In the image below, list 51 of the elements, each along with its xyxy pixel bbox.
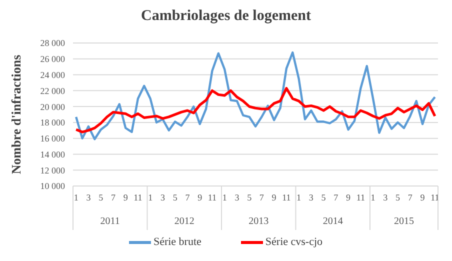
line-series: [74, 86, 436, 134]
x-tick-label: 11: [282, 192, 291, 202]
x-tick-label: 5: [247, 192, 252, 202]
y-tick-label: 24 000: [40, 70, 66, 80]
x-tick-label: 3: [86, 192, 92, 202]
x-tick-label: 11: [356, 192, 366, 202]
y-tick-label: 16 000: [40, 134, 66, 144]
legend-label: Série cvs-cjo: [264, 236, 323, 248]
x-tick-label: 9: [123, 192, 128, 202]
y-tick-label: 12 000: [40, 165, 66, 176]
x-tick-label: 7: [334, 192, 339, 202]
line-series: [74, 51, 436, 140]
x-tick-label: 3: [308, 192, 314, 202]
y-tick-label: 28 000: [40, 38, 66, 48]
text: 2012: [173, 216, 196, 227]
y-tick-label: 20 000: [40, 102, 66, 112]
x-tick-label: 3: [160, 192, 166, 202]
text: 2014: [322, 216, 344, 227]
x-tick-label: 7: [110, 192, 116, 202]
text: 2013: [248, 216, 270, 227]
x-tick-label: 7: [408, 192, 413, 202]
y-tick-label: 22 000: [40, 86, 66, 96]
x-tick-label: 3: [234, 192, 240, 202]
x-tick-label: 5: [396, 192, 401, 202]
x-tick-label: 1: [370, 192, 376, 202]
y-tick-label: 14 000: [40, 149, 66, 160]
y-tick-label: 10 000: [40, 181, 66, 192]
x-tick-label: 9: [346, 192, 352, 202]
x-tick-label: 1: [74, 192, 78, 202]
x-tick-label: 11: [134, 192, 142, 202]
y-tick-label: 26 000: [40, 54, 66, 64]
x-tick-label: 7: [185, 192, 190, 202]
x-tick-label: 9: [198, 192, 203, 202]
x-tick-label: 5: [321, 192, 326, 202]
x-tick-label: 5: [98, 192, 104, 202]
chart-title: Cambriolages de logement: [140, 8, 312, 25]
x-tick-label: 9: [272, 192, 277, 202]
x-tick-label: 7: [259, 192, 264, 202]
text: 2015: [392, 216, 415, 227]
y-tick-label: 18 000: [40, 118, 66, 128]
x-tick-label: 9: [420, 192, 426, 202]
x-tick-label: 1: [222, 192, 227, 202]
x-tick-label: 1: [296, 192, 302, 202]
legend-label: Série brute: [152, 236, 202, 248]
text: 2011: [99, 216, 121, 227]
x-tick-label: 1: [148, 192, 153, 202]
x-tick-label: 5: [172, 192, 178, 202]
x-tick-label: 11: [208, 192, 217, 202]
x-tick-label: 11: [430, 192, 440, 202]
x-tick-label: 3: [383, 192, 388, 202]
y-axis-title: Nombre d'infractions: [8, 54, 24, 174]
